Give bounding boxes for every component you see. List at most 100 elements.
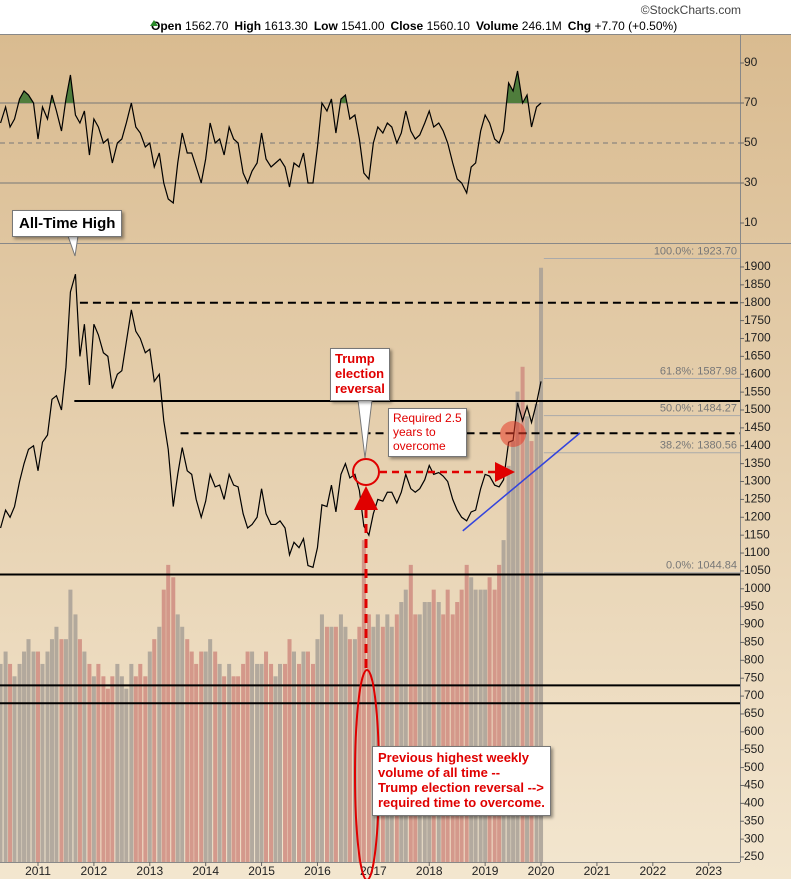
volume-bar	[26, 639, 31, 862]
volume-bar	[222, 676, 227, 862]
volume-bar	[315, 639, 320, 862]
y-tick-label: 1100	[744, 545, 770, 559]
y-tick-label: 250	[744, 849, 764, 863]
y-tick-label: 90	[744, 55, 758, 69]
annotation-line: election	[335, 365, 385, 381]
volume-bar	[501, 540, 506, 862]
volume-bar	[73, 614, 78, 862]
x-tick-label: 2015	[248, 864, 275, 878]
volume-bar	[301, 651, 306, 862]
header: ©StockCharts.com Open 1562.70 High 1613.3…	[0, 0, 791, 34]
volume-bar	[399, 602, 404, 862]
volume-bar	[371, 626, 376, 862]
volume-bar	[375, 614, 380, 862]
y-tick-label: 750	[744, 670, 764, 684]
volume-bar	[208, 639, 213, 862]
volume-bar	[124, 688, 129, 862]
x-tick-label: 2014	[192, 864, 219, 878]
volume-bar	[352, 639, 357, 862]
x-tick-label: 2022	[639, 864, 666, 878]
y-tick-label: 1850	[744, 277, 771, 291]
fib-label: 38.2%: 1380.56	[660, 440, 737, 452]
volume-bar	[35, 651, 41, 862]
volume-bar	[82, 651, 87, 862]
y-tick-label: 850	[744, 635, 764, 649]
volume-bar	[227, 663, 232, 862]
y-tick-label: 1900	[744, 259, 771, 273]
volume-bar	[403, 589, 408, 862]
y-tick-label: 1750	[744, 313, 771, 327]
y-tick-label: 600	[744, 724, 764, 738]
panel: 10 30 50 70 90	[0, 55, 758, 229]
volume-bar	[175, 614, 180, 862]
volume-bar	[534, 403, 539, 862]
y-tick-label: 1800	[744, 295, 771, 309]
volume-bar	[45, 651, 50, 862]
volume-bar	[417, 614, 422, 862]
volume-bar	[408, 564, 413, 862]
volume-bar	[445, 589, 450, 862]
y-tick-label: 300	[744, 831, 764, 845]
volume-bar	[133, 676, 138, 862]
volume-bar	[319, 614, 324, 862]
trend-line	[462, 432, 581, 532]
volume-bar	[473, 589, 478, 862]
volume-bar	[455, 602, 460, 862]
quote-label: High	[234, 19, 262, 33]
annotation-line: reversal	[335, 380, 385, 396]
volume-bar	[0, 663, 3, 862]
volume-bar	[143, 676, 148, 862]
volume-bar	[264, 651, 269, 862]
volume-bar	[529, 441, 534, 862]
annotation-line: volume of all time --	[378, 764, 501, 780]
volume-bar	[506, 465, 511, 862]
volume-bar	[3, 651, 8, 862]
fib-label: 0.0%: 1044.84	[666, 560, 737, 572]
x-tick-label: 2018	[416, 864, 443, 878]
volume-bar	[422, 602, 427, 862]
volume-bar	[492, 589, 497, 862]
y-tick-label: 50	[744, 135, 758, 149]
volume-bar	[180, 626, 185, 862]
volume-bar	[343, 626, 348, 862]
volume-bar	[333, 626, 338, 862]
volume-bar	[63, 639, 68, 862]
y-tick-label: 1500	[744, 402, 771, 416]
volume-bar	[138, 663, 143, 862]
volume-bar	[324, 626, 329, 862]
volume-bar	[436, 602, 441, 862]
quote-value: 1562.70	[185, 19, 229, 33]
y-tick-label: 1650	[744, 349, 771, 363]
volume-bar	[310, 663, 316, 862]
y-tick-label: 1550	[744, 384, 771, 398]
volume-bar	[217, 663, 222, 862]
volume-bar	[77, 639, 82, 862]
y-tick-label: 1350	[744, 456, 771, 470]
annotation-line: years to	[393, 424, 436, 439]
volume-bar	[49, 639, 54, 862]
y-tick-label: 1000	[744, 581, 771, 595]
volume-bar	[203, 651, 208, 862]
volume-bar	[273, 676, 278, 862]
quote-value: 1541.00	[341, 19, 385, 33]
y-tick-label: 1300	[744, 474, 771, 488]
quote-label: Open	[151, 19, 182, 33]
x-tick-label: 2013	[136, 864, 163, 878]
quote-label: Chg	[567, 19, 592, 33]
fib-label: 61.8%: 1587.98	[660, 365, 737, 377]
volume-bar	[361, 540, 366, 862]
volume-bar	[115, 663, 120, 862]
annotation-line: Trump	[335, 351, 375, 366]
line	[0, 273, 542, 569]
y-tick-label: 1600	[744, 366, 771, 380]
volume-bar	[431, 589, 436, 862]
y-tick-label: 350	[744, 813, 764, 827]
volume-bar	[385, 614, 390, 862]
volume-bar	[366, 614, 371, 862]
y-tick-label: 1250	[744, 492, 771, 506]
quote-value: 1560.10	[426, 19, 470, 33]
volume-bar	[278, 663, 283, 862]
volume-bar	[59, 639, 64, 862]
volume-bar	[87, 663, 92, 862]
volume-bar	[199, 651, 204, 862]
